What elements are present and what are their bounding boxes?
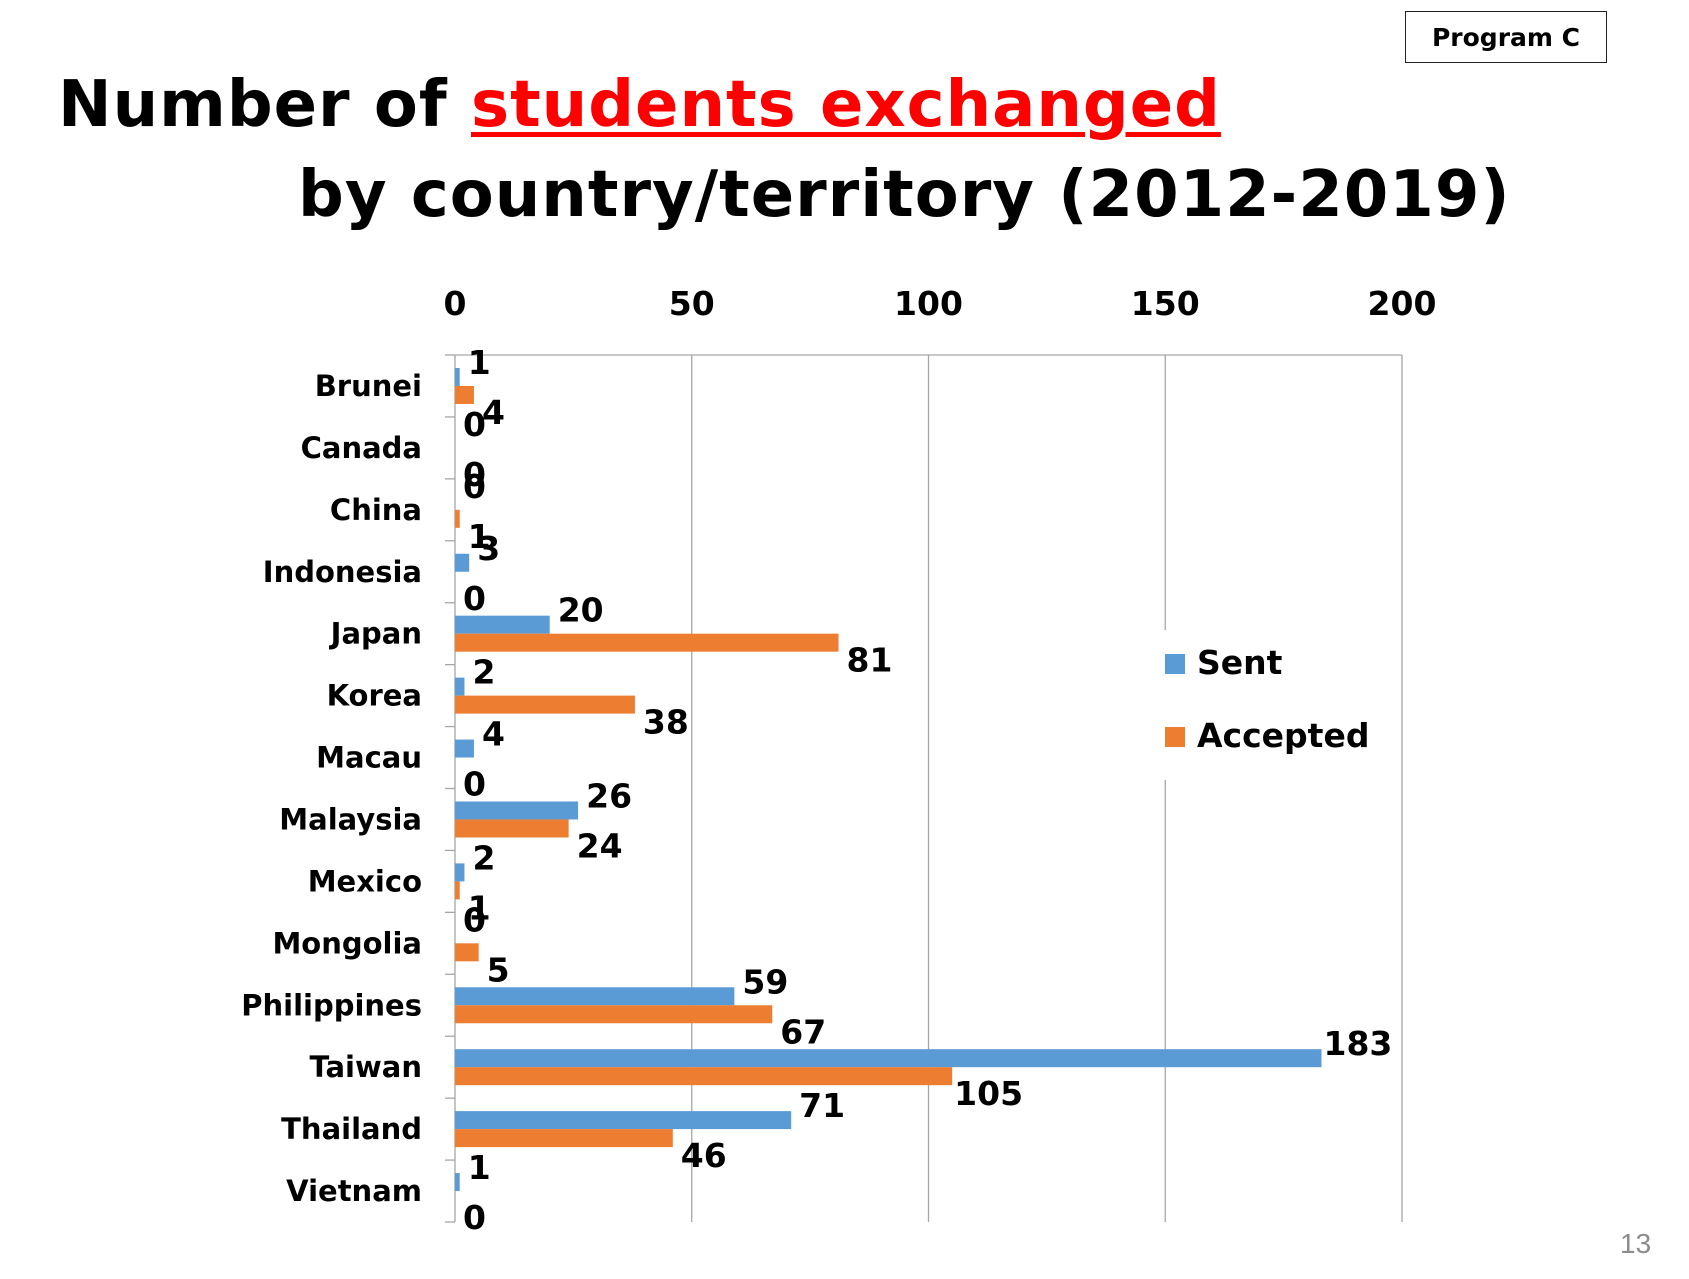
data-label-sent: 71: [799, 1086, 845, 1125]
title-highlight: students exchanged: [470, 68, 1221, 142]
data-label-sent: 1: [468, 1148, 491, 1187]
bar-sent: [455, 1111, 792, 1130]
data-label-sent: 0: [463, 900, 486, 939]
data-label-sent: 2: [472, 838, 495, 877]
data-label-sent: 59: [742, 962, 788, 1001]
bar-accepted: [455, 819, 569, 838]
legend-swatch-accepted: [1165, 727, 1185, 747]
data-label-accepted: 0: [463, 579, 486, 618]
category-label: China: [330, 493, 422, 527]
data-label-sent: 3: [477, 529, 500, 568]
bar-accepted: [455, 1129, 673, 1148]
category-label: Mexico: [308, 864, 422, 898]
page-number: 13: [1620, 1228, 1652, 1259]
bar-sent: [455, 739, 474, 758]
bar-sent: [455, 863, 465, 882]
data-label-accepted: 81: [847, 641, 893, 680]
data-label-accepted: 24: [577, 826, 623, 865]
bar-accepted: [455, 385, 474, 404]
category-label: Indonesia: [263, 555, 422, 589]
x-tick-label: 100: [894, 284, 963, 323]
data-label-accepted: 67: [780, 1012, 826, 1051]
data-label-accepted: 0: [463, 765, 486, 804]
bar-sent: [455, 677, 465, 696]
bar-accepted: [455, 1005, 773, 1024]
category-label: Taiwan: [309, 1050, 422, 1084]
page-title-line1: Number of students exchanged: [58, 68, 1221, 142]
data-label-sent: 26: [586, 776, 632, 815]
legend-label-sent: Sent: [1197, 643, 1283, 682]
bar-sent: [455, 1173, 460, 1192]
data-label-sent: 183: [1324, 1024, 1393, 1063]
legend-background: [1150, 630, 1370, 780]
title-prefix: Number of: [58, 68, 471, 142]
legend: Sent Accepted: [1150, 630, 1370, 780]
category-label: Japan: [329, 617, 422, 651]
category-label: Malaysia: [279, 802, 422, 836]
legend-label-accepted: Accepted: [1197, 716, 1369, 755]
data-label-accepted: 46: [681, 1136, 727, 1175]
data-label-sent: 2: [472, 653, 495, 692]
category-label: Philippines: [241, 988, 422, 1022]
data-label-accepted: 0: [463, 1198, 486, 1237]
x-tick-label: 50: [669, 284, 715, 323]
data-label-accepted: 4: [482, 393, 505, 432]
bar-sent: [455, 553, 470, 572]
x-tick-label: 200: [1368, 284, 1437, 323]
category-label: Macau: [316, 741, 422, 775]
x-tick-label: 150: [1131, 284, 1200, 323]
bar-sent: [455, 801, 579, 820]
data-label-sent: 20: [558, 591, 604, 630]
bar-accepted: [455, 943, 479, 962]
category-label: Vietnam: [286, 1174, 422, 1208]
category-label: Thailand: [281, 1112, 422, 1146]
program-badge: Program C: [1405, 11, 1607, 63]
bar-sent: [455, 615, 550, 634]
legend-swatch-sent: [1165, 654, 1185, 674]
category-label: Brunei: [315, 369, 422, 403]
category-label: Mongolia: [272, 926, 422, 960]
page-title-line2: by country/territory (2012-2019): [298, 158, 1511, 232]
data-label-accepted: 1: [468, 888, 491, 927]
data-label-accepted: 5: [487, 950, 510, 989]
bar-accepted: [455, 509, 460, 528]
data-label-sent: 0: [463, 405, 486, 444]
bar-accepted: [455, 1067, 953, 1086]
data-label-accepted: 38: [643, 703, 689, 742]
data-label-accepted: 105: [954, 1074, 1023, 1113]
data-label-sent: 4: [482, 715, 505, 754]
data-label-sent: 1: [468, 343, 491, 382]
bar-sent: [455, 367, 460, 386]
bar-accepted: [455, 633, 839, 652]
bar-sent: [455, 987, 735, 1006]
bar-sent: [455, 1049, 1322, 1068]
bar-accepted: [455, 881, 460, 900]
data-label-accepted: 1: [468, 517, 491, 556]
data-label-sent: 0: [463, 467, 486, 506]
category-label: Korea: [327, 679, 422, 713]
category-label: Canada: [301, 431, 422, 465]
x-tick-label: 0: [444, 284, 467, 323]
data-label-accepted: 0: [463, 455, 486, 494]
bar-accepted: [455, 695, 635, 714]
